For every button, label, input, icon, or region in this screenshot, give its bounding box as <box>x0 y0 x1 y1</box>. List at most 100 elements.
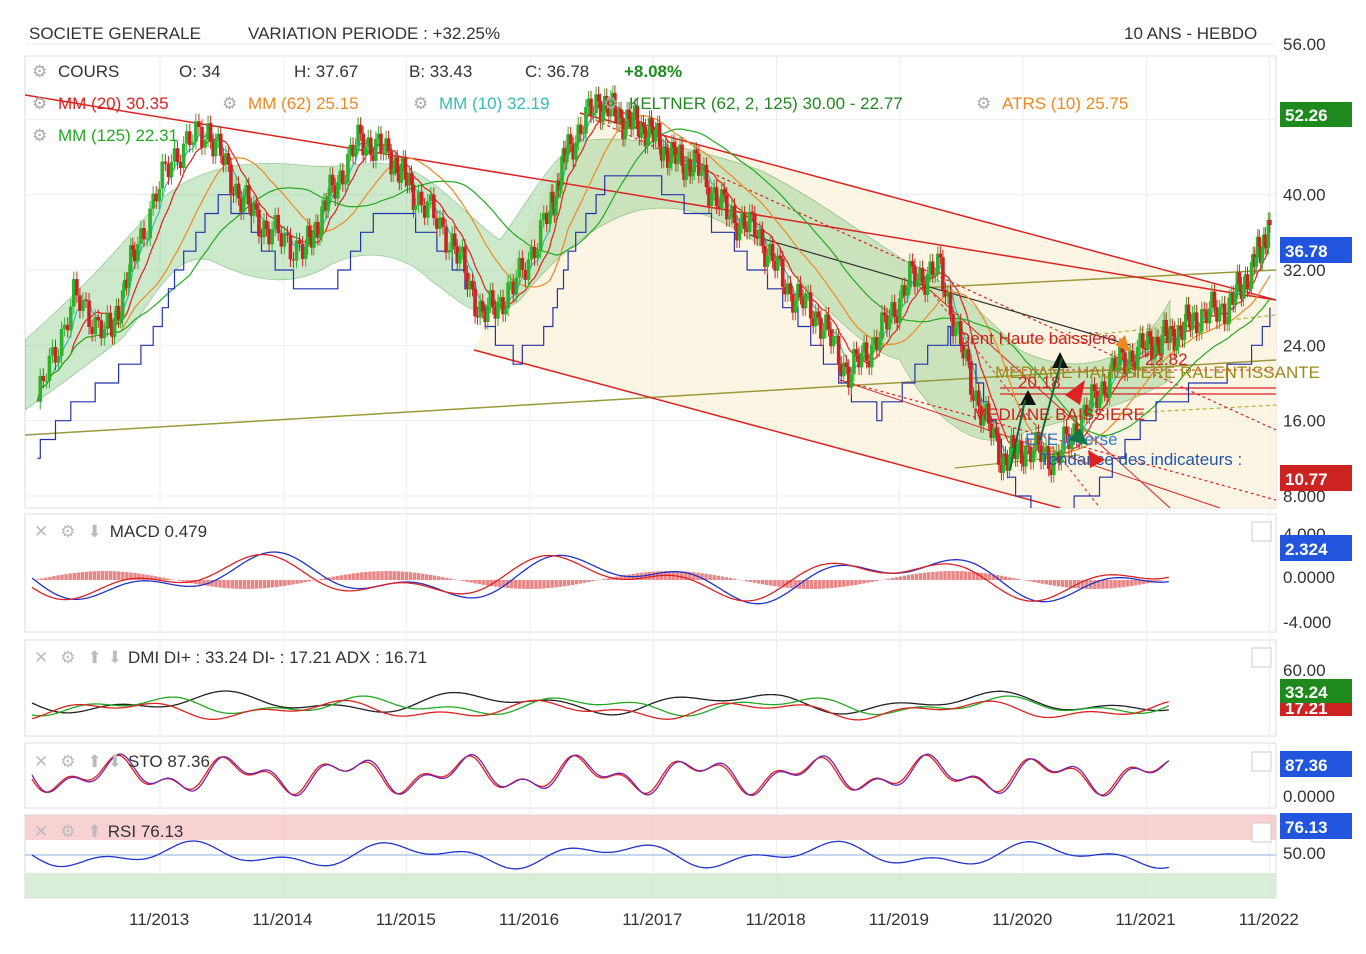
x-tick-label: 11/2017 <box>622 910 682 929</box>
macd-histogram-bar <box>299 580 303 584</box>
arrow-up-icon[interactable]: ⬆ <box>87 752 102 771</box>
candle-body <box>724 194 729 220</box>
macd-histogram-bar <box>805 580 810 589</box>
candle-body <box>659 147 664 161</box>
candle-body <box>1090 384 1094 408</box>
macd-histogram-bar <box>542 580 546 589</box>
candle-body <box>1257 236 1262 247</box>
gear-icon[interactable]: ⚙ <box>60 822 76 841</box>
macd-checkbox[interactable] <box>1251 521 1272 542</box>
candle-body <box>936 253 940 275</box>
candle-body <box>529 246 534 260</box>
candle-body <box>558 185 563 191</box>
macd-histogram-bar <box>603 578 607 580</box>
candle-body <box>234 183 238 196</box>
macd-histogram-bar <box>1036 580 1040 583</box>
candle-body <box>305 225 310 247</box>
macd-histogram-bar <box>121 571 125 580</box>
macd-histogram-bar <box>64 574 68 580</box>
macd-histogram-bar <box>1085 580 1089 589</box>
gear-icon[interactable]: ⚙ <box>222 94 238 113</box>
candle-body <box>834 336 838 338</box>
gear-icon[interactable]: ⚙ <box>413 94 429 113</box>
candle-body <box>282 233 287 247</box>
candle-body <box>752 213 757 238</box>
macd-histogram-bar <box>254 580 259 589</box>
candle-body <box>986 403 991 424</box>
legend-cours: ⚙ COURS O: 34 H: 37.67 B: 33.43 C: 36.78 … <box>32 62 682 82</box>
candle-body <box>526 259 531 280</box>
macd-histogram-bar <box>914 573 919 580</box>
gear-icon[interactable]: ⚙ <box>60 752 76 771</box>
close-icon[interactable]: ✕ <box>34 752 49 771</box>
candle-body <box>496 301 500 319</box>
gear-icon[interactable]: ⚙ <box>32 62 48 81</box>
candle-body <box>381 153 386 155</box>
macd-histogram-bar <box>1016 578 1020 580</box>
candle-body <box>279 233 284 247</box>
candle-body <box>1031 450 1036 463</box>
candle-body <box>1150 336 1154 360</box>
gear-icon[interactable]: ⚙ <box>603 94 619 113</box>
candle-body <box>672 142 676 148</box>
candle-body <box>1087 407 1092 417</box>
candle-body <box>503 308 508 315</box>
candle-body <box>651 126 656 142</box>
candle-body <box>322 200 326 207</box>
close-icon[interactable]: ✕ <box>34 648 49 667</box>
gear-icon[interactable]: ⚙ <box>60 522 76 541</box>
candle-body <box>184 131 189 144</box>
arrow-up-icon[interactable]: ⬆ <box>87 648 102 667</box>
candle-body <box>623 129 627 140</box>
arrow-down-icon[interactable]: ⬇ <box>107 752 122 771</box>
candle-body <box>852 349 856 375</box>
sto-checkbox[interactable] <box>1251 751 1272 772</box>
candle-body <box>591 113 596 116</box>
channel-upper <box>25 94 1276 301</box>
candle-body <box>742 213 747 229</box>
macd-histogram-bar <box>801 580 805 589</box>
rsi-checkbox[interactable] <box>1251 822 1272 843</box>
macd-plot <box>31 551 1169 605</box>
candle-body <box>203 139 207 148</box>
badge-current-text: 36.78 <box>1285 242 1328 261</box>
candle-body <box>1015 444 1020 460</box>
gear-icon[interactable]: ⚙ <box>60 648 76 667</box>
candle-body <box>444 226 448 253</box>
macd-histogram-bar <box>246 580 251 589</box>
candle-body <box>236 183 241 199</box>
candle-body <box>1082 404 1087 416</box>
macd-histogram-bar <box>52 576 56 580</box>
candle-body <box>961 344 966 359</box>
macd-histogram-bar <box>829 580 834 589</box>
close-icon[interactable]: ✕ <box>34 522 49 541</box>
arrow-down-icon[interactable]: ⬇ <box>107 648 122 667</box>
candle-body <box>1102 381 1107 394</box>
macd-histogram-bar <box>234 580 238 589</box>
gear-icon[interactable]: ⚙ <box>32 126 48 145</box>
annotation-dent: Dent Haute baissière <box>958 329 1117 348</box>
candle-body <box>821 330 826 339</box>
candle-body <box>1266 219 1271 248</box>
candle-body <box>943 289 948 297</box>
macd-histogram-bar <box>898 576 903 580</box>
candle-body <box>981 414 986 426</box>
macd-histogram-bar <box>866 580 870 583</box>
gear-icon[interactable]: ⚙ <box>976 94 992 113</box>
dmi-checkbox[interactable] <box>1251 647 1272 668</box>
candle-body <box>709 193 714 206</box>
gear-icon[interactable]: ⚙ <box>32 94 48 113</box>
candle-body <box>900 285 905 299</box>
candle-body <box>548 211 552 225</box>
arrow-down-icon[interactable]: ⬇ <box>87 522 102 541</box>
candle-body <box>765 255 770 267</box>
macd-histogram-bar <box>1068 580 1073 588</box>
candle-body <box>1009 435 1014 455</box>
candle-body <box>379 133 383 154</box>
arrow-up-icon[interactable]: ⬆ <box>87 822 102 841</box>
sto-badge <box>1280 751 1352 777</box>
candle-body <box>847 366 851 388</box>
legend-dmi: ✕ ⚙ ⬆ ⬇ DMI DI+ : 33.24 DI- : 17.21 ADX : 16… <box>34 648 427 668</box>
close-icon[interactable]: ✕ <box>34 822 49 841</box>
